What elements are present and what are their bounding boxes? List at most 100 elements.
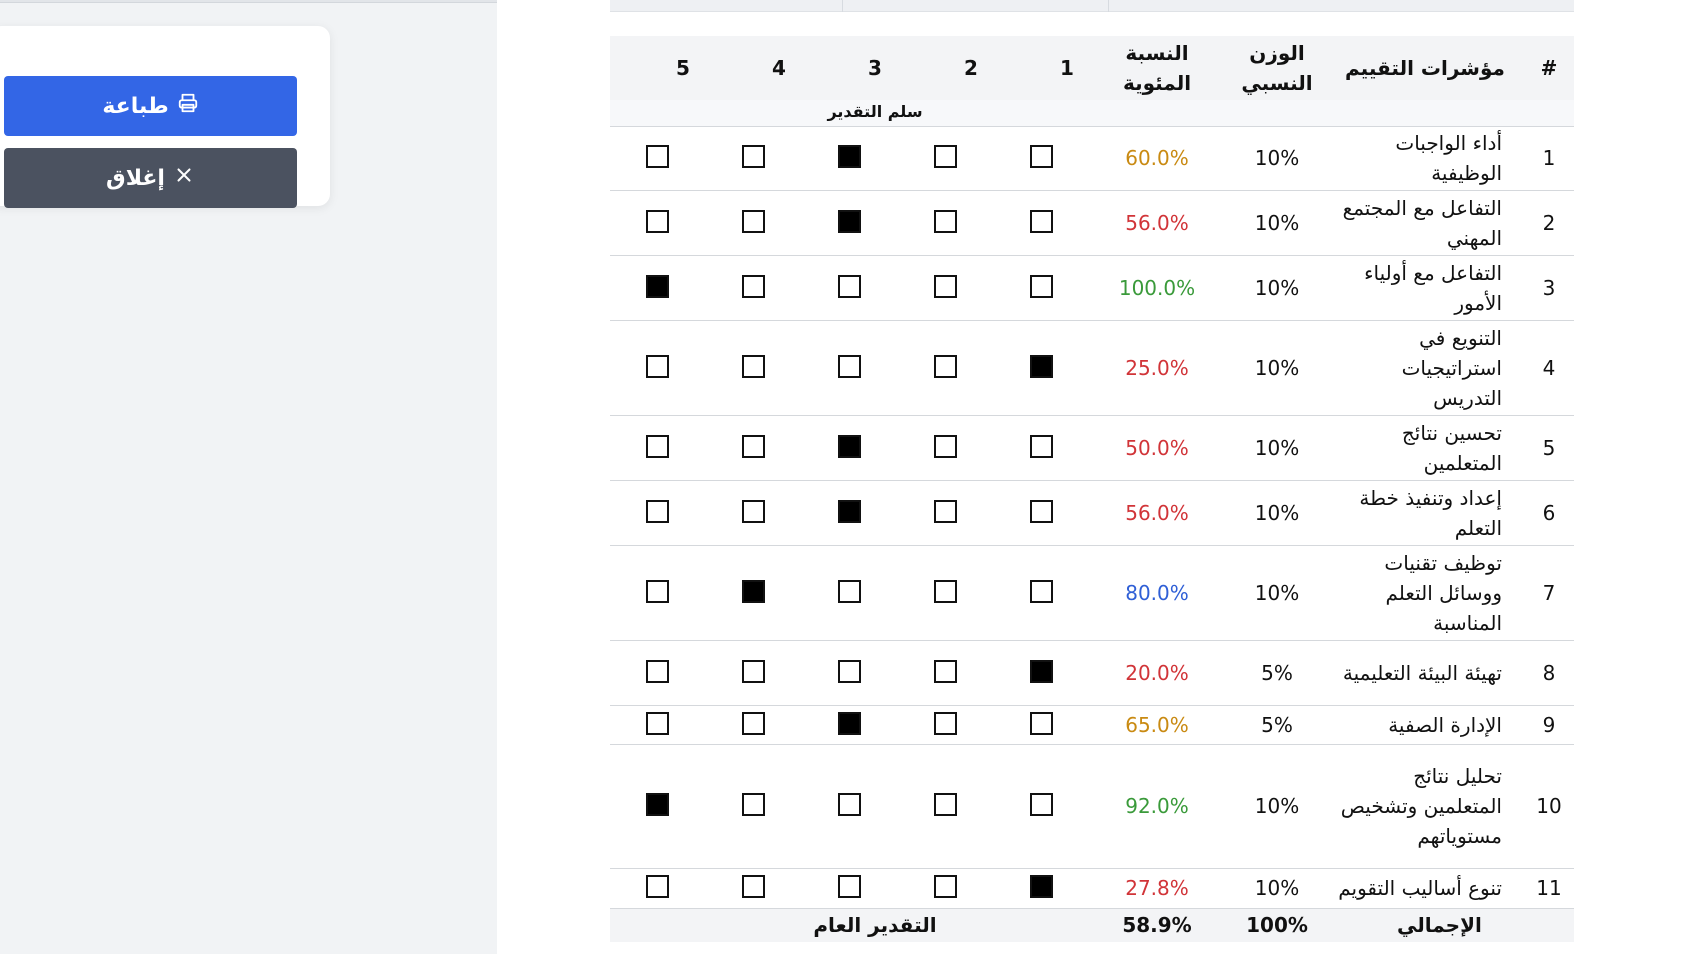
row-number: 6 bbox=[1542, 500, 1556, 525]
row-weight: 10% bbox=[1254, 355, 1300, 380]
row-percentage: 50.0% bbox=[1125, 435, 1189, 460]
rating-box-2[interactable] bbox=[934, 875, 957, 898]
rating-box-3[interactable] bbox=[838, 209, 861, 233]
rating-box-3[interactable] bbox=[838, 434, 861, 458]
print-button[interactable]: طباعة bbox=[4, 76, 297, 136]
table-footer-background bbox=[610, 908, 1574, 942]
rating-box-4[interactable] bbox=[742, 209, 765, 233]
rating-box-5[interactable] bbox=[646, 875, 669, 898]
rating-box-3[interactable] bbox=[838, 354, 861, 378]
header-scale-4: 4 bbox=[772, 56, 786, 80]
header-weight: الوزن النسبي bbox=[1241, 41, 1313, 95]
row-number: 5 bbox=[1542, 435, 1556, 460]
row-divider bbox=[610, 415, 1574, 416]
rating-box-5[interactable] bbox=[646, 145, 669, 168]
rating-box-1[interactable] bbox=[1030, 274, 1053, 298]
table-header-background bbox=[610, 36, 1574, 100]
rating-box-5[interactable] bbox=[646, 274, 669, 298]
rating-box-1[interactable] bbox=[1030, 145, 1053, 168]
close-button-label: إغلاق bbox=[106, 165, 165, 191]
rating-box-3[interactable] bbox=[838, 793, 861, 816]
rating-box-3[interactable] bbox=[838, 875, 861, 898]
rating-box-3[interactable] bbox=[838, 659, 861, 683]
row-divider bbox=[610, 908, 1574, 909]
row-number: 2 bbox=[1542, 210, 1556, 235]
rating-box-2[interactable] bbox=[934, 145, 957, 168]
header-number: # bbox=[1540, 56, 1558, 80]
rating-box-4[interactable] bbox=[742, 274, 765, 298]
rating-box-3[interactable] bbox=[838, 499, 861, 523]
row-indicator: تحليل نتائج المتعلمين وتشخيص مستوياتهم bbox=[1340, 764, 1502, 848]
row-weight: 10% bbox=[1254, 794, 1300, 818]
rating-box-1[interactable] bbox=[1030, 209, 1053, 233]
row-percentage: 27.8% bbox=[1125, 876, 1189, 900]
close-icon bbox=[173, 164, 195, 192]
rating-box-2[interactable] bbox=[934, 579, 957, 603]
rating-box-5[interactable] bbox=[646, 579, 669, 603]
rating-box-2[interactable] bbox=[934, 499, 957, 523]
rating-box-2[interactable] bbox=[934, 354, 957, 378]
rating-box-5[interactable] bbox=[646, 209, 669, 233]
rating-box-4[interactable] bbox=[742, 434, 765, 458]
rating-box-4[interactable] bbox=[742, 579, 765, 603]
rating-box-2[interactable] bbox=[934, 793, 957, 816]
row-indicator: التفاعل مع أولياء الأمور bbox=[1364, 260, 1502, 315]
footer-total-weight: 100% bbox=[1246, 913, 1308, 937]
row-divider bbox=[610, 480, 1574, 481]
rating-box-4[interactable] bbox=[742, 145, 765, 168]
rating-box-3[interactable] bbox=[838, 145, 861, 168]
rating-box-1[interactable] bbox=[1030, 354, 1053, 378]
report-page: # مؤشرات التقييم الوزن النسبي النسبة الم… bbox=[497, 0, 1694, 954]
row-number: 9 bbox=[1542, 712, 1556, 737]
row-weight: 10% bbox=[1254, 500, 1300, 525]
rating-box-2[interactable] bbox=[934, 659, 957, 683]
scale-caption-row bbox=[610, 100, 1574, 126]
row-weight: 10% bbox=[1254, 210, 1300, 235]
row-percentage: 25.0% bbox=[1125, 355, 1189, 380]
row-number: 3 bbox=[1542, 275, 1556, 300]
row-weight: 10% bbox=[1254, 876, 1300, 900]
rating-box-1[interactable] bbox=[1030, 793, 1053, 816]
rating-box-3[interactable] bbox=[838, 579, 861, 603]
rating-box-5[interactable] bbox=[646, 711, 669, 735]
rating-box-4[interactable] bbox=[742, 659, 765, 683]
row-percentage: 20.0% bbox=[1125, 660, 1189, 685]
rating-box-2[interactable] bbox=[934, 274, 957, 298]
rating-box-1[interactable] bbox=[1030, 499, 1053, 523]
row-weight: 10% bbox=[1254, 435, 1300, 460]
row-divider bbox=[610, 744, 1574, 745]
rating-box-4[interactable] bbox=[742, 354, 765, 378]
row-weight: 10% bbox=[1254, 275, 1300, 300]
row-weight: 10% bbox=[1254, 146, 1300, 170]
rating-box-5[interactable] bbox=[646, 793, 669, 816]
row-indicator: التفاعل مع المجتمع المهني bbox=[1342, 195, 1502, 250]
rating-box-3[interactable] bbox=[838, 711, 861, 735]
rating-box-2[interactable] bbox=[934, 209, 957, 233]
actions-panel: طباعة إغلاق bbox=[0, 26, 330, 208]
rating-box-4[interactable] bbox=[742, 711, 765, 735]
row-percentage: 56.0% bbox=[1125, 210, 1189, 235]
rating-box-5[interactable] bbox=[646, 499, 669, 523]
row-indicator: أداء الواجبات الوظيفية bbox=[1395, 131, 1502, 185]
row-number: 1 bbox=[1542, 146, 1556, 170]
rating-box-1[interactable] bbox=[1030, 875, 1053, 898]
row-number: 10 bbox=[1536, 794, 1562, 818]
rating-box-4[interactable] bbox=[742, 499, 765, 523]
rating-box-4[interactable] bbox=[742, 793, 765, 816]
rating-box-1[interactable] bbox=[1030, 434, 1053, 458]
rating-box-4[interactable] bbox=[742, 875, 765, 898]
rating-box-1[interactable] bbox=[1030, 711, 1053, 735]
header-scale-1: 1 bbox=[1060, 56, 1074, 80]
close-button[interactable]: إغلاق bbox=[4, 148, 297, 208]
report-top-bar bbox=[610, 0, 1574, 12]
rating-box-2[interactable] bbox=[934, 711, 957, 735]
rating-box-5[interactable] bbox=[646, 659, 669, 683]
rating-box-2[interactable] bbox=[934, 434, 957, 458]
rating-box-5[interactable] bbox=[646, 354, 669, 378]
row-percentage: 92.0% bbox=[1125, 794, 1189, 818]
rating-box-1[interactable] bbox=[1030, 579, 1053, 603]
rating-box-5[interactable] bbox=[646, 434, 669, 458]
header-scale-2: 2 bbox=[964, 56, 978, 80]
rating-box-3[interactable] bbox=[838, 274, 861, 298]
rating-box-1[interactable] bbox=[1030, 659, 1053, 683]
